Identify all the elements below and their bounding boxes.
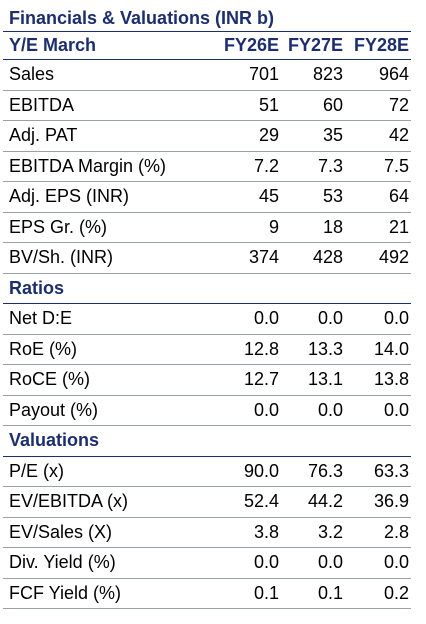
cell-value: 0.0 <box>281 395 345 426</box>
cell-value: 29 <box>219 120 281 152</box>
cell-value: 18 <box>281 212 345 243</box>
cell-value: 13.1 <box>281 364 345 396</box>
cell-value: 3.8 <box>219 517 281 548</box>
row-label: Net D:E <box>3 303 219 335</box>
row-label: P/E (x) <box>3 456 219 487</box>
cell-value: 0.0 <box>219 547 281 579</box>
cell-value: 9 <box>219 212 281 243</box>
table-row: Adj. EPS (INR) 45 53 64 <box>3 181 411 213</box>
table-row: BV/Sh. (INR) 374 428 492 <box>3 242 411 274</box>
row-label: EV/EBITDA (x) <box>3 486 219 518</box>
cell-value: 14.0 <box>345 334 411 365</box>
financials-table: Y/E March FY26E FY27E FY28E Sales 701 82… <box>3 31 411 609</box>
table-row: Sales 701 823 964 <box>3 59 411 91</box>
cell-value: 964 <box>345 59 411 91</box>
row-label: EBITDA <box>3 90 219 121</box>
cell-value: 0.0 <box>345 303 411 335</box>
row-label: FCF Yield (%) <box>3 578 219 609</box>
cell-value: 0.0 <box>219 303 281 335</box>
header-row: Y/E March FY26E FY27E FY28E <box>3 31 411 60</box>
cell-value: 7.5 <box>345 151 411 182</box>
cell-value: 36.9 <box>345 486 411 518</box>
cell-value: 0.0 <box>345 547 411 579</box>
cell-value: 374 <box>219 242 281 274</box>
cell-value: 63.3 <box>345 456 411 487</box>
cell-value: 21 <box>345 212 411 243</box>
cell-value: 76.3 <box>281 456 345 487</box>
cell-value: 7.3 <box>281 151 345 182</box>
row-label: Adj. EPS (INR) <box>3 181 219 213</box>
cell-value: 492 <box>345 242 411 274</box>
cell-value: 0.0 <box>345 395 411 426</box>
table-row: EBITDA 51 60 72 <box>3 90 411 121</box>
table-row: RoE (%) 12.8 13.3 14.0 <box>3 334 411 365</box>
row-label: BV/Sh. (INR) <box>3 242 219 274</box>
cell-value: 42 <box>345 120 411 152</box>
cell-value: 0.1 <box>219 578 281 609</box>
cell-value: 12.7 <box>219 364 281 396</box>
cell-value: 44.2 <box>281 486 345 518</box>
header-label: Y/E March <box>3 31 219 60</box>
row-label: RoE (%) <box>3 334 219 365</box>
section-header-ratios: Ratios <box>3 273 411 304</box>
table-row: RoCE (%) 12.7 13.1 13.8 <box>3 364 411 396</box>
cell-value: 0.2 <box>345 578 411 609</box>
table-row: EPS Gr. (%) 9 18 21 <box>3 212 411 243</box>
cell-value: 428 <box>281 242 345 274</box>
cell-value: 51 <box>219 90 281 121</box>
cell-value: 0.1 <box>281 578 345 609</box>
cell-value: 90.0 <box>219 456 281 487</box>
financials-table-panel: Financials & Valuations (INR b) Y/E Marc… <box>3 5 411 609</box>
section-title: Valuations <box>3 425 219 457</box>
row-label: EBITDA Margin (%) <box>3 151 219 182</box>
cell-value: 0.0 <box>281 303 345 335</box>
cell-value: 0.0 <box>281 547 345 579</box>
cell-value: 12.8 <box>219 334 281 365</box>
cell-value: 3.2 <box>281 517 345 548</box>
table-row: Div. Yield (%) 0.0 0.0 0.0 <box>3 547 411 579</box>
table-row: EV/Sales (X) 3.8 3.2 2.8 <box>3 517 411 548</box>
cell-value: 0.0 <box>219 395 281 426</box>
cell-value: 2.8 <box>345 517 411 548</box>
section-header-valuations: Valuations <box>3 425 411 457</box>
section-title: Ratios <box>3 273 219 304</box>
row-label: Payout (%) <box>3 395 219 426</box>
cell-value: 13.3 <box>281 334 345 365</box>
table-row: P/E (x) 90.0 76.3 63.3 <box>3 456 411 487</box>
cell-value: 64 <box>345 181 411 213</box>
cell-value: 72 <box>345 90 411 121</box>
cell-value: 701 <box>219 59 281 91</box>
cell-value: 52.4 <box>219 486 281 518</box>
cell-value: 53 <box>281 181 345 213</box>
row-label: Adj. PAT <box>3 120 219 152</box>
row-label: EV/Sales (X) <box>3 517 219 548</box>
cell-value: 60 <box>281 90 345 121</box>
row-label: RoCE (%) <box>3 364 219 396</box>
cell-value: 35 <box>281 120 345 152</box>
row-label: Sales <box>3 59 219 91</box>
table-row: FCF Yield (%) 0.1 0.1 0.2 <box>3 578 411 609</box>
header-col-fy27e: FY27E <box>281 31 345 60</box>
cell-value: 13.8 <box>345 364 411 396</box>
cell-value: 45 <box>219 181 281 213</box>
table-row: EV/EBITDA (x) 52.4 44.2 36.9 <box>3 486 411 518</box>
table-row: Payout (%) 0.0 0.0 0.0 <box>3 395 411 426</box>
table-row: EBITDA Margin (%) 7.2 7.3 7.5 <box>3 151 411 182</box>
row-label: Div. Yield (%) <box>3 547 219 579</box>
header-col-fy26e: FY26E <box>219 31 281 60</box>
row-label: EPS Gr. (%) <box>3 212 219 243</box>
header-col-fy28e: FY28E <box>345 31 411 60</box>
table-row: Adj. PAT 29 35 42 <box>3 120 411 152</box>
cell-value: 823 <box>281 59 345 91</box>
table-row: Net D:E 0.0 0.0 0.0 <box>3 303 411 335</box>
table-title: Financials & Valuations (INR b) <box>9 8 275 28</box>
cell-value: 7.2 <box>219 151 281 182</box>
